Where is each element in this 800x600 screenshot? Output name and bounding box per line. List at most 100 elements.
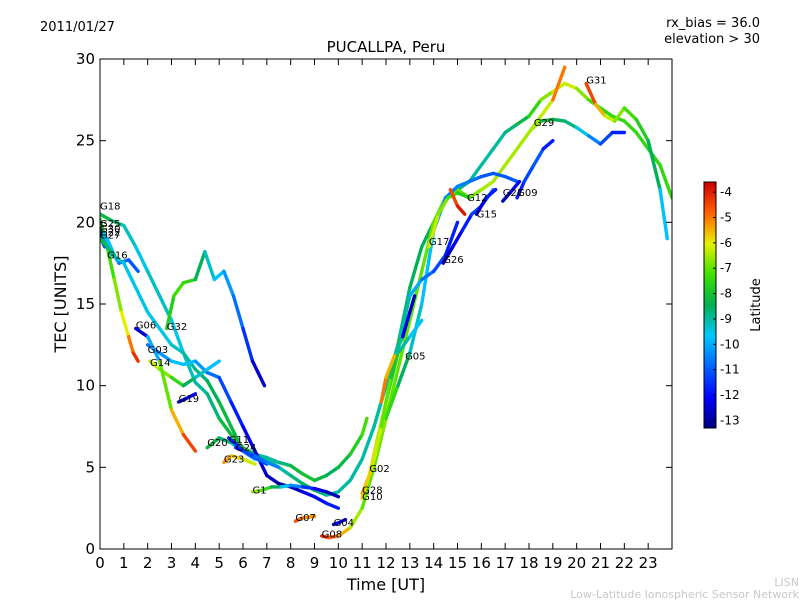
track-segment: [586, 134, 603, 146]
track-segment: [503, 147, 519, 167]
y-tick-label: 25: [76, 132, 95, 150]
track-segment: [217, 416, 233, 437]
track-segment: [539, 89, 555, 102]
track-G19: [176, 392, 198, 404]
track-segment: [441, 245, 455, 265]
sat-label-G32: G32: [167, 322, 187, 333]
track-segment: [265, 455, 281, 465]
track-segment: [598, 106, 615, 118]
track-segment: [205, 379, 221, 404]
track-segment: [169, 375, 186, 388]
x-tick-label: 17: [496, 554, 515, 572]
y-tick-label: 5: [85, 458, 95, 476]
track-segment: [491, 130, 507, 151]
x-tick-label: 3: [167, 554, 177, 572]
track-segment: [288, 485, 305, 494]
track-segment: [539, 117, 555, 123]
y-tick-label: 20: [76, 213, 95, 231]
colorbar-tick-label: -6: [720, 236, 732, 250]
track-segment: [396, 351, 412, 388]
track-G09: [515, 138, 555, 200]
track-segment: [658, 163, 672, 200]
track-G06: [100, 217, 140, 363]
track-G29: [532, 117, 627, 146]
sat-label-G08: G08: [322, 530, 342, 541]
track-segment: [539, 98, 555, 118]
x-tick-label: 23: [639, 554, 658, 572]
track-segment: [288, 473, 305, 486]
sat-label-G30: G30: [100, 224, 120, 235]
track-G04: [331, 517, 348, 527]
elevation-label: elevation > 30: [664, 32, 760, 47]
track-segment: [181, 359, 198, 367]
sat-label-G25: G25: [100, 219, 120, 230]
y-tick-label: 0: [85, 540, 95, 558]
track-segment: [169, 408, 186, 437]
track-segment: [169, 343, 186, 355]
track-segment: [126, 334, 136, 355]
sat-label-G27: G27: [100, 231, 120, 242]
track-segment: [105, 245, 117, 282]
network-credit: Low-Latitude Ionospheric Sensor Network: [570, 588, 799, 600]
track-segment: [277, 465, 293, 478]
track-segment: [112, 277, 124, 314]
track-segment: [241, 457, 257, 466]
track-segment: [541, 138, 555, 151]
track-segment: [336, 526, 352, 538]
sat-label-G31: G31: [586, 76, 606, 87]
sat-label-G18: G18: [100, 201, 120, 212]
track-segment: [336, 478, 352, 494]
track-segment: [226, 436, 240, 448]
track-segment: [288, 483, 305, 489]
sat-label-G28: G28: [362, 485, 382, 496]
x-tick-label: 20: [567, 554, 586, 572]
track-segment: [217, 400, 233, 429]
track-segment: [100, 227, 109, 241]
x-tick-label: 2: [143, 554, 153, 572]
track-segment: [241, 326, 255, 363]
x-tick-label: 4: [191, 554, 201, 572]
track-segment: [594, 103, 607, 118]
colorbar-tick-label: -10: [720, 337, 740, 351]
x-tick-label: 12: [376, 554, 395, 572]
track-G21: [501, 179, 522, 203]
track-segment: [157, 359, 174, 412]
track-segment: [515, 179, 526, 200]
track-segment: [451, 228, 464, 249]
track-segment: [384, 383, 400, 421]
x-tick-label: 11: [353, 554, 372, 572]
sat-label-G11: G11: [229, 435, 249, 446]
track-G18: [100, 81, 672, 497]
track-segment: [460, 212, 474, 233]
y-tick-label: 15: [76, 295, 95, 313]
colorbar-ticks: -4 -5 -6 -7 -8 -9 -10 -11 -12 -13: [713, 185, 740, 427]
sat-label-G22: G22: [100, 227, 120, 238]
track-segment: [360, 465, 374, 501]
track-segment: [105, 245, 117, 257]
track-segment: [491, 171, 507, 179]
track-segment: [134, 326, 150, 339]
track-segment: [400, 310, 412, 339]
track-segment: [217, 375, 233, 404]
track-segment: [574, 125, 591, 138]
track-segment: [348, 506, 364, 530]
x-tick-label: 19: [543, 554, 562, 572]
track-segment: [455, 179, 472, 189]
track-G24: [234, 446, 281, 470]
x-tick-label: 13: [400, 554, 419, 572]
x-axis-label: Time [UT]: [346, 575, 425, 594]
track-segment: [184, 392, 198, 401]
track-segment: [172, 281, 186, 298]
colorbar-tick-label: -4: [720, 185, 732, 199]
colorbar-label: Latitude: [749, 278, 764, 332]
track-segment: [265, 473, 281, 486]
track-segment: [119, 310, 131, 339]
x-tick-label: 9: [310, 554, 320, 572]
track-segment: [100, 212, 114, 223]
track-segment: [431, 253, 448, 274]
track-segment: [122, 223, 138, 249]
track-segment: [634, 130, 650, 151]
track-segment: [205, 392, 221, 421]
track-G05: [379, 294, 417, 404]
